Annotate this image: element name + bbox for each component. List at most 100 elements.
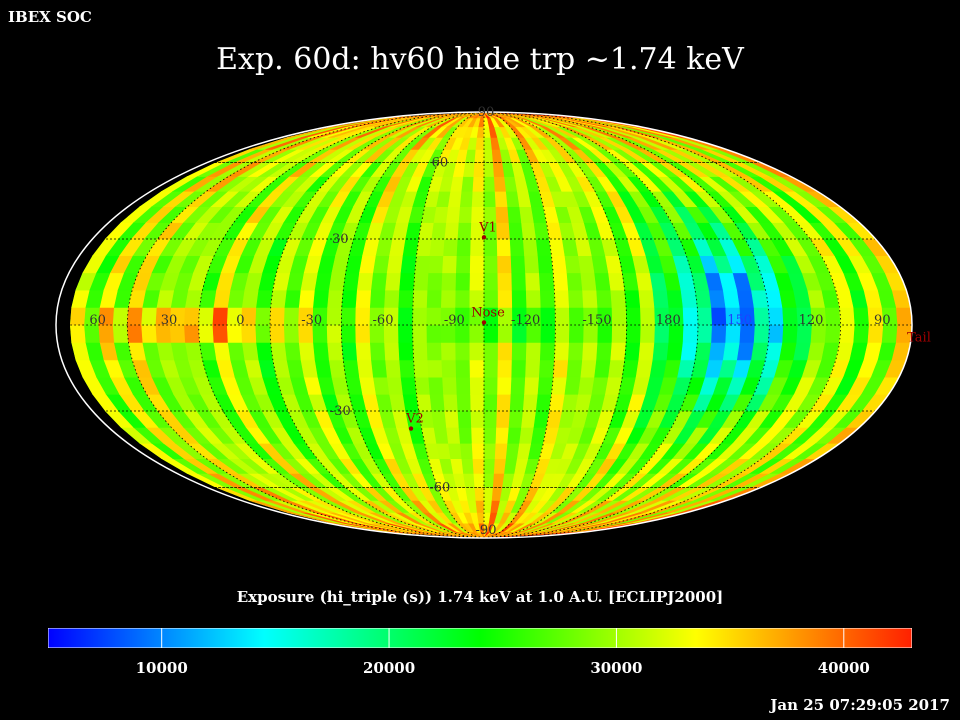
heatmap-cell	[522, 393, 539, 412]
heatmap-cell	[426, 342, 443, 361]
heatmap-cell	[412, 289, 429, 308]
heatmap-cell	[469, 359, 485, 378]
heatmap-cell	[450, 176, 464, 192]
heatmap-cell	[471, 191, 485, 207]
heatmap-cell	[418, 222, 435, 240]
heatmap-cell	[428, 255, 444, 274]
heatmap-cell	[431, 410, 447, 428]
heatmap-cell	[355, 307, 371, 326]
heatmap-cell	[625, 307, 642, 326]
heatmap-cell	[212, 307, 229, 326]
heatmap-cell	[495, 427, 510, 444]
heatmap-cell	[696, 324, 713, 343]
heatmap-cell	[483, 176, 496, 192]
heatmap-cell	[552, 359, 569, 378]
heatmap-cell	[327, 289, 344, 308]
longitude-label: 90	[874, 313, 891, 328]
heatmap-cell	[327, 342, 344, 361]
heatmap-cell	[412, 307, 428, 326]
heatmap-cell	[458, 206, 473, 223]
heatmap-cell	[538, 359, 555, 378]
heatmap-cell	[255, 307, 272, 326]
heatmap-cell	[441, 272, 457, 291]
heatmap-cell	[342, 359, 360, 378]
heatmap-cell	[496, 393, 512, 412]
heatmap-cell	[483, 191, 497, 207]
longitude-label: 60	[89, 313, 106, 328]
heatmap-cell	[497, 376, 513, 395]
heatmap-cell	[640, 307, 656, 326]
longitude-label: 30	[161, 313, 178, 328]
heatmap-cell	[443, 393, 459, 412]
heatmap-cell	[535, 393, 552, 412]
heatmap-cell	[457, 222, 472, 240]
heatmap-cell	[521, 222, 537, 240]
marker-label: V1	[478, 220, 497, 235]
heatmap-cell	[473, 473, 485, 488]
heatmap-cell	[414, 376, 431, 395]
heatmap-cell	[540, 307, 556, 326]
heatmap-cell	[455, 342, 471, 361]
heatmap-cell	[213, 289, 232, 308]
marker-dot	[481, 235, 487, 240]
heatmap-cell	[525, 289, 542, 308]
heatmap-cell	[326, 324, 343, 343]
heatmap-cell	[341, 342, 358, 361]
corner-label: IBEX SOC	[8, 8, 92, 26]
heatmap-cell	[469, 342, 485, 361]
meridian-line	[412, 112, 485, 538]
heatmap-cell	[493, 458, 507, 474]
heatmap-cell	[373, 255, 390, 274]
heatmap-cell	[255, 324, 272, 343]
heatmap-cell	[459, 442, 474, 460]
heatmap-cell	[470, 410, 485, 428]
heatmap-cell	[483, 473, 495, 488]
latitude-label: -30	[330, 404, 351, 419]
heatmap-cell	[552, 272, 569, 291]
heatmap-cell	[497, 359, 513, 378]
heatmap-cell	[493, 176, 507, 192]
heatmap-cell	[455, 272, 471, 291]
heatmap-cell	[126, 307, 144, 326]
heatmap-cell	[483, 238, 498, 256]
heatmap-cell	[416, 238, 433, 256]
heatmap-cell	[416, 393, 433, 412]
longitude-label: 150	[727, 313, 752, 328]
heatmap-cell	[711, 307, 727, 326]
heatmap-cell	[554, 342, 570, 361]
colorbar-tick-label: 20000	[362, 659, 416, 677]
sky-map: 60 30 0 -30 -60 -90 -120 -150 180 150 120 90 90 60 30 -…	[55, 105, 931, 539]
heatmap-cell	[474, 487, 485, 501]
heatmap-cell	[400, 376, 417, 395]
heatmap-cell	[839, 307, 856, 326]
heatmap-cell	[456, 393, 472, 412]
heatmap-cell	[594, 272, 612, 291]
heatmap-cell	[508, 222, 524, 240]
heatmap-cell	[384, 342, 400, 361]
heatmap-cell	[497, 272, 513, 291]
heatmap-cell	[398, 342, 414, 361]
heatmap-cell	[141, 324, 158, 343]
heatmap-cell	[554, 289, 570, 308]
heatmap-cell	[483, 272, 499, 291]
marker-label: Nose	[471, 305, 505, 320]
heatmap-cell	[494, 442, 509, 460]
heatmap-cell	[525, 342, 542, 361]
heatmap-cell	[212, 324, 229, 343]
heatmap-cell	[540, 324, 556, 343]
heatmap-cell	[313, 342, 330, 361]
heatmap-cell	[611, 324, 628, 343]
heatmap-cell	[510, 376, 526, 395]
heatmap-cell	[283, 324, 300, 343]
latitude-label: -60	[429, 480, 450, 495]
heatmap-cell	[496, 410, 511, 428]
heatmap-cell	[402, 238, 420, 256]
heatmap-cell	[895, 324, 912, 343]
heatmap-cell	[483, 342, 499, 361]
heatmap-cell	[495, 206, 510, 223]
heatmap-cell	[508, 410, 524, 428]
heatmap-cell	[399, 359, 416, 378]
heatmap-cell	[708, 342, 727, 361]
heatmap-cell	[426, 324, 442, 343]
heatmap-cell	[824, 307, 842, 326]
